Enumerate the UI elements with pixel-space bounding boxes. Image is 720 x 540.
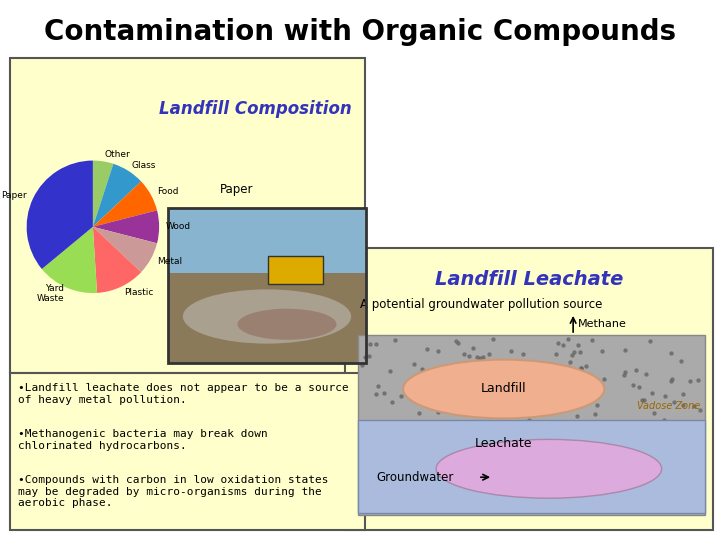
- Text: •Methanogenic bacteria may break down
chlorinated hydrocarbons.: •Methanogenic bacteria may break down ch…: [18, 429, 268, 450]
- FancyBboxPatch shape: [10, 373, 365, 530]
- Wedge shape: [93, 210, 159, 244]
- FancyBboxPatch shape: [168, 208, 366, 273]
- FancyBboxPatch shape: [10, 58, 365, 373]
- Ellipse shape: [403, 360, 604, 419]
- Text: •Compounds with carbon in low oxidation states
may be degraded by micro-organism: •Compounds with carbon in low oxidation …: [18, 475, 328, 508]
- Wedge shape: [93, 227, 141, 293]
- Wedge shape: [93, 164, 141, 227]
- Text: Vadose Zone: Vadose Zone: [636, 401, 700, 411]
- Text: Other: Other: [104, 150, 130, 159]
- Text: Paper: Paper: [220, 184, 253, 197]
- Text: •Landfill leachate does not appear to be a source
of heavy metal pollution.: •Landfill leachate does not appear to be…: [18, 383, 348, 404]
- Text: Wood: Wood: [166, 222, 191, 231]
- Text: A potential groundwater pollution source: A potential groundwater pollution source: [360, 298, 603, 311]
- FancyBboxPatch shape: [345, 248, 713, 530]
- FancyBboxPatch shape: [268, 256, 323, 284]
- Ellipse shape: [238, 309, 336, 340]
- Text: Yard
Waste: Yard Waste: [36, 284, 64, 303]
- Text: Glass: Glass: [132, 161, 156, 170]
- Ellipse shape: [183, 289, 351, 343]
- Text: Contamination with Organic Compounds: Contamination with Organic Compounds: [44, 18, 676, 46]
- Text: Landfill Composition: Landfill Composition: [158, 100, 351, 118]
- Wedge shape: [93, 227, 157, 272]
- Text: Paper: Paper: [1, 191, 27, 200]
- Wedge shape: [27, 160, 93, 269]
- Wedge shape: [93, 181, 157, 227]
- Ellipse shape: [436, 440, 662, 498]
- FancyBboxPatch shape: [358, 420, 705, 513]
- Wedge shape: [42, 227, 97, 293]
- Text: Groundwater: Groundwater: [376, 471, 454, 484]
- Text: Food: Food: [157, 187, 179, 196]
- FancyBboxPatch shape: [168, 273, 366, 363]
- Text: Landfill: Landfill: [481, 382, 526, 395]
- Text: Methane: Methane: [578, 319, 627, 329]
- FancyBboxPatch shape: [358, 335, 705, 515]
- Text: Plastic: Plastic: [124, 288, 153, 297]
- Wedge shape: [93, 160, 113, 227]
- Text: Landfill Leachate: Landfill Leachate: [435, 270, 624, 289]
- Text: Leachate: Leachate: [475, 437, 533, 450]
- Text: Metal: Metal: [157, 258, 182, 266]
